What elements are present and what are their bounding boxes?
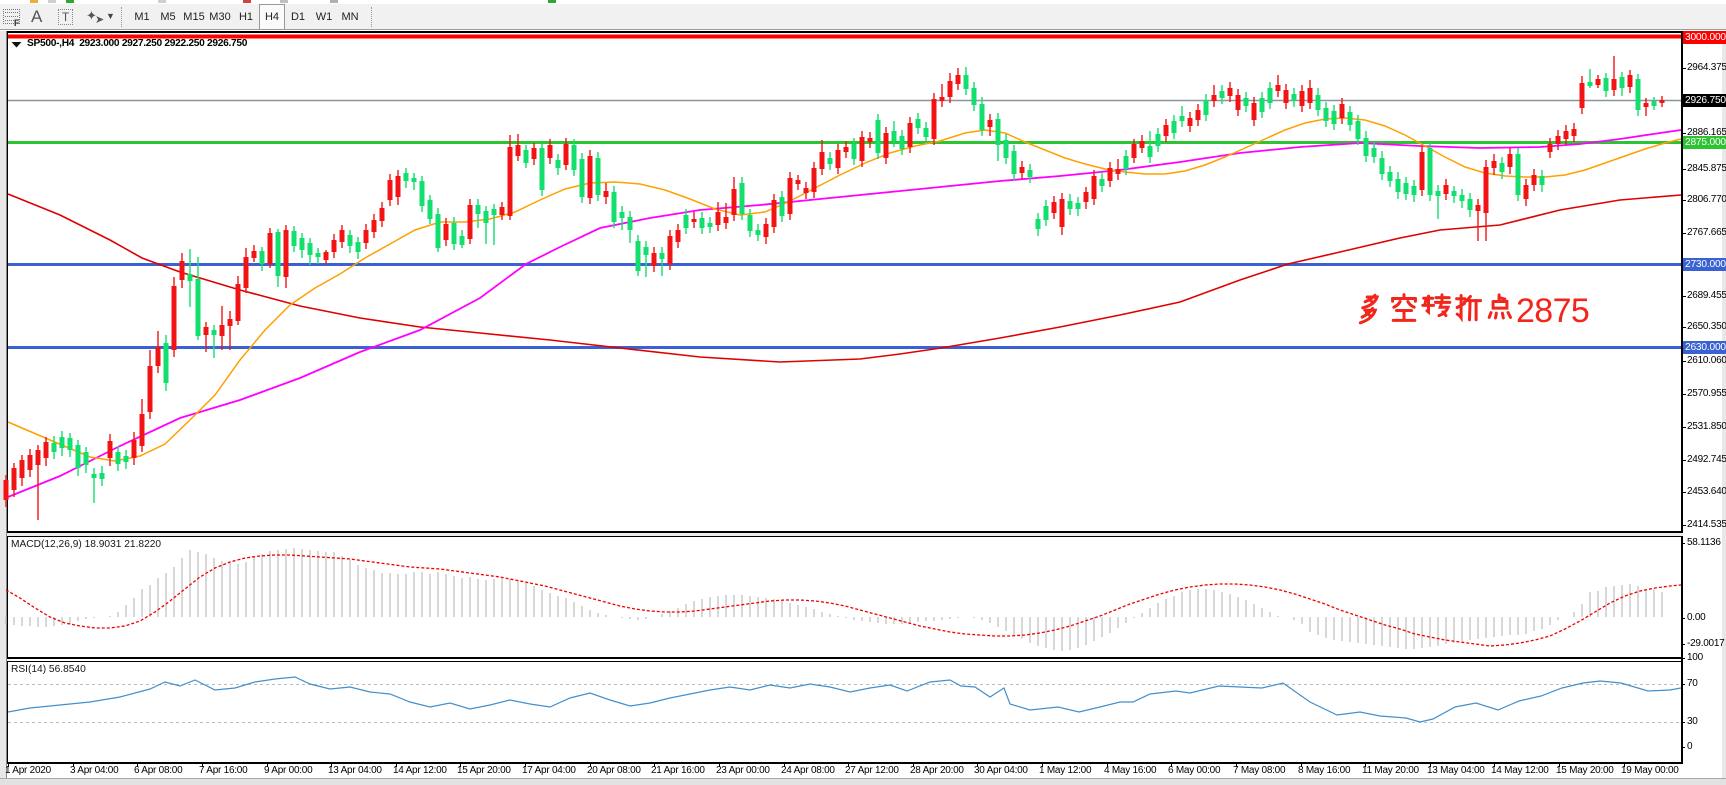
- svg-text:2875: 2875: [1516, 292, 1589, 330]
